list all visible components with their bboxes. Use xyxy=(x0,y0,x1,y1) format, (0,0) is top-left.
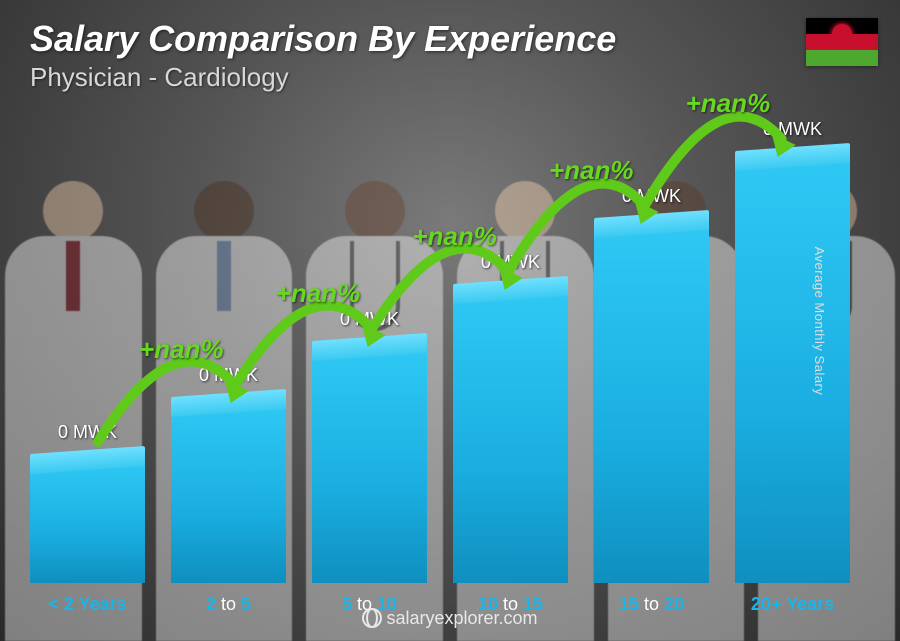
y-axis-label: Average Monthly Salary xyxy=(812,246,827,395)
flag-stripe xyxy=(806,18,878,34)
chart-header: Salary Comparison By Experience Physicia… xyxy=(30,18,870,93)
globe-icon xyxy=(362,608,382,628)
flag-stripe xyxy=(806,50,878,66)
chart-subtitle: Physician - Cardiology xyxy=(30,62,870,93)
footer: salaryexplorer.com xyxy=(0,608,900,634)
bar-chart: 0 MWK< 2 Years0 MWK2 to 50 MWK5 to 100 M… xyxy=(30,110,850,583)
footer-text: salaryexplorer.com xyxy=(386,608,537,629)
delta-label: +nan% xyxy=(549,155,634,186)
country-flag-malawi xyxy=(806,18,878,66)
flag-stripe xyxy=(806,34,878,50)
chart-title: Salary Comparison By Experience xyxy=(30,18,870,60)
footer-logo: salaryexplorer.com xyxy=(362,608,537,629)
delta-label: +nan% xyxy=(276,278,361,309)
delta-label: +nan% xyxy=(412,221,497,252)
delta-label: +nan% xyxy=(139,334,224,365)
